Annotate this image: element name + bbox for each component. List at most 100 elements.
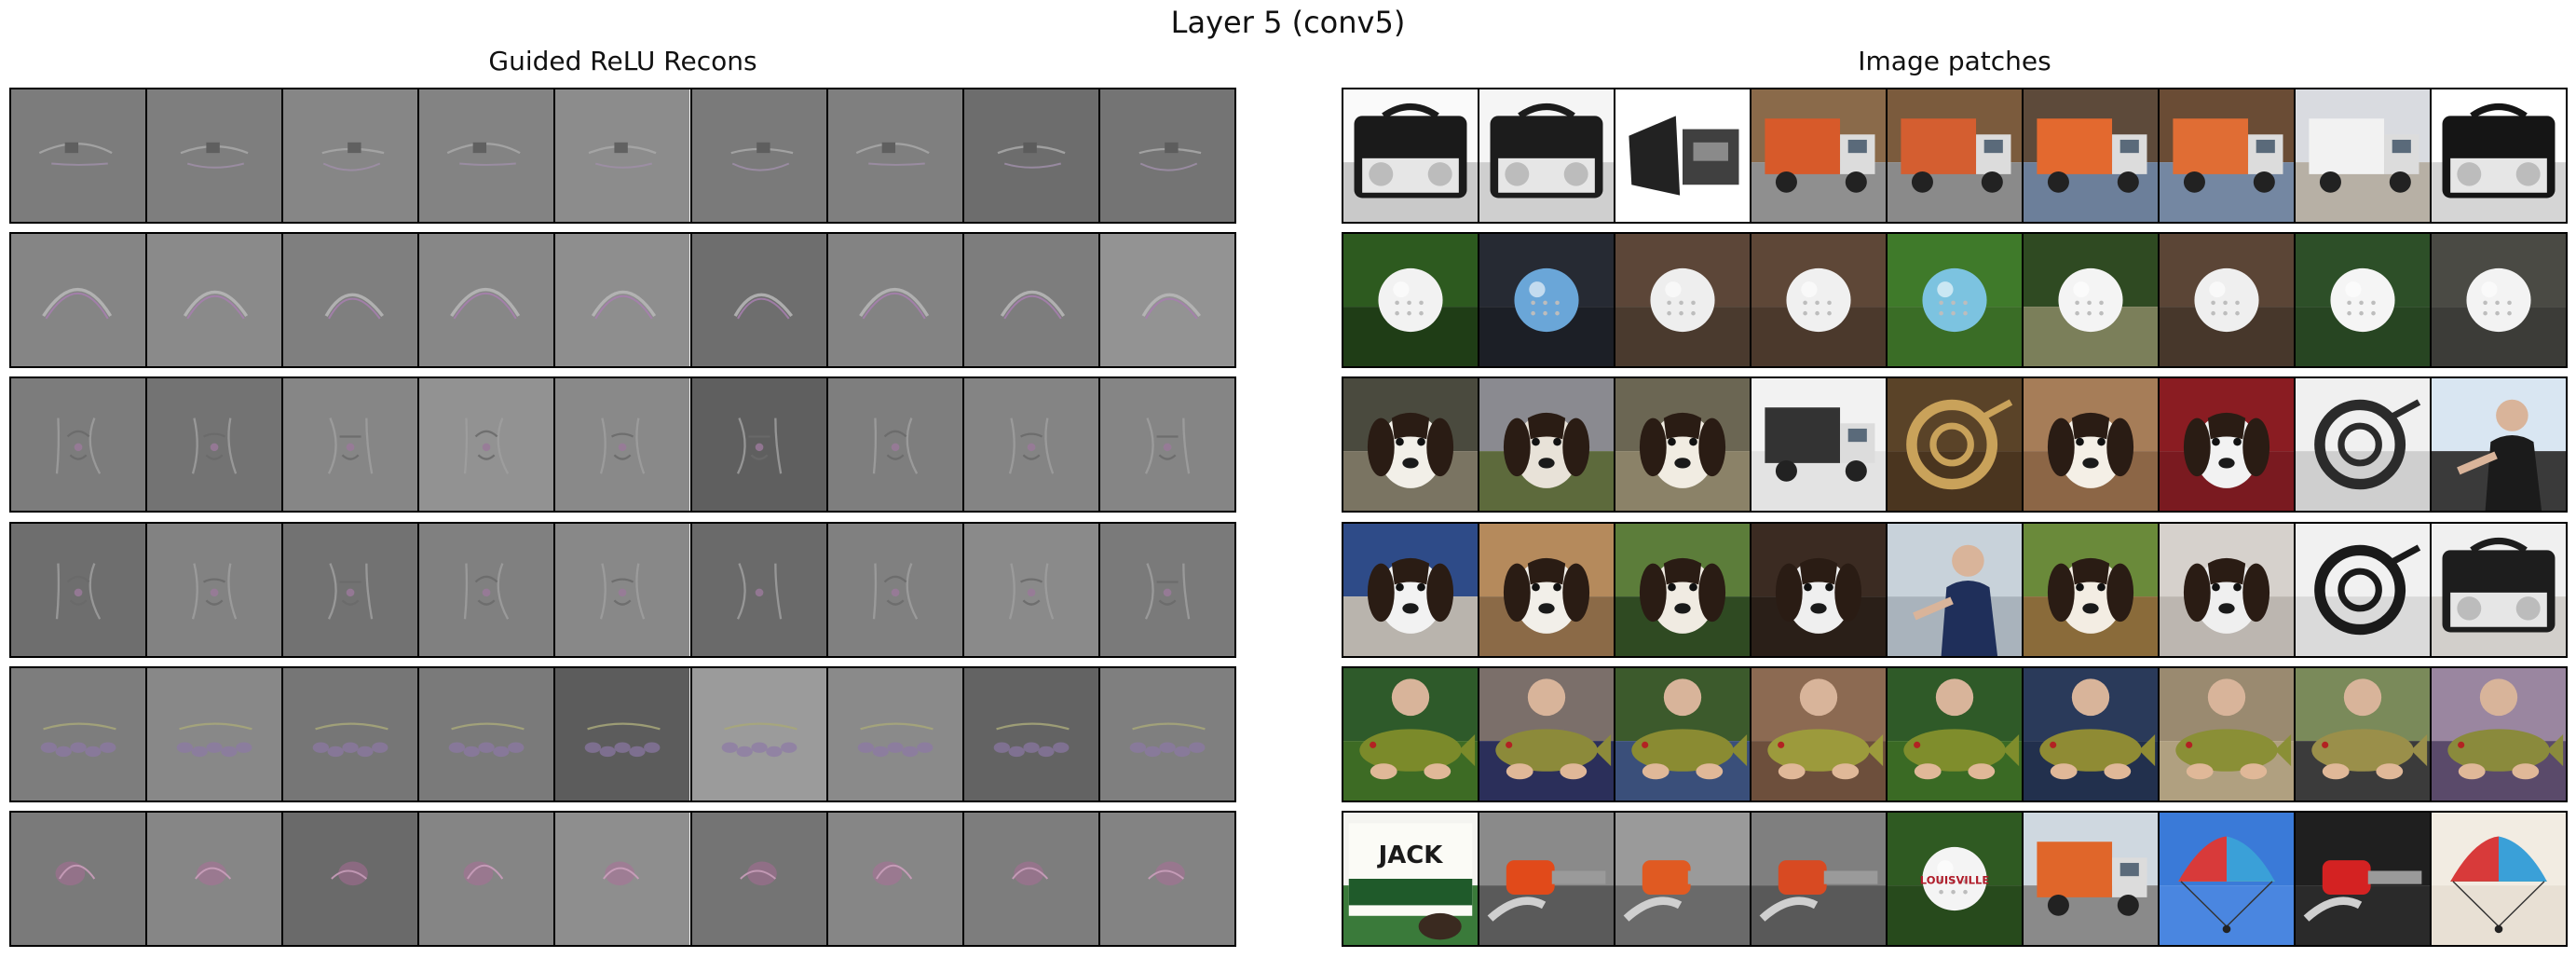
right-panel-title: Image patches (1858, 46, 2051, 76)
ball-icon (2432, 234, 2566, 366)
recon-tile (689, 234, 826, 366)
image-patch-tile (2294, 524, 2430, 656)
dog-icon (1343, 524, 1478, 656)
image-patch-tile (2158, 234, 2294, 366)
image-patch-tile (2430, 813, 2566, 945)
dog-icon (1615, 378, 1750, 511)
recon-tile (11, 668, 146, 801)
truck-icon (2024, 813, 2158, 945)
patch-text-label: JACK (1377, 842, 1444, 869)
recon-tile (1097, 524, 1234, 656)
recon-tile (689, 524, 826, 656)
fish-icon (2024, 668, 2158, 801)
recon-tile (1097, 234, 1234, 366)
image-patch-tile (1886, 378, 2022, 511)
recon-tile (961, 89, 1098, 222)
image-patch-tile (1750, 668, 1886, 801)
dog-icon (1343, 378, 1478, 511)
recon-tile (145, 378, 282, 511)
person-icon (2432, 378, 2566, 511)
fish-icon (1888, 668, 2022, 801)
recon-tile (1097, 89, 1234, 222)
image-patch-tile (2022, 89, 2158, 222)
boombox-icon (1479, 89, 1614, 222)
image-patch-tile (2022, 668, 2158, 801)
image-patch-tile (2022, 378, 2158, 511)
image-patch-tile (1478, 378, 1614, 511)
dog-icon (1479, 378, 1614, 511)
recon-tile (11, 524, 146, 656)
dog-icon (2024, 524, 2158, 656)
image-patch-tile (2294, 234, 2430, 366)
recon-tile (961, 668, 1098, 801)
recon-tile (417, 524, 554, 656)
recon-tile (689, 668, 826, 801)
image-patch-tile (1343, 524, 1478, 656)
recon-row (9, 376, 1236, 513)
image-patch-tile (1750, 813, 1886, 945)
recon-row (9, 88, 1236, 224)
fish-icon (1615, 668, 1750, 801)
recon-tile (145, 524, 282, 656)
figure-title: Layer 5 (conv5) (1170, 5, 1406, 40)
left-panel-title: Guided ReLU Recons (488, 46, 757, 76)
recon-tile (961, 524, 1098, 656)
image-patch-tile (2158, 668, 2294, 801)
image-patch-tile (1478, 813, 1614, 945)
image-patch-tile (1343, 378, 1478, 511)
recon-tile (553, 89, 690, 222)
image-patch-tile (1343, 668, 1478, 801)
image-patch-tile (1886, 668, 2022, 801)
ball-icon (1343, 234, 1478, 366)
image-patch-tile (2430, 234, 2566, 366)
horn-icon (2296, 524, 2430, 656)
image-patch-tile (1886, 89, 2022, 222)
image-patch-tile (1343, 89, 1478, 222)
ball-icon: LOUISVILLE (1888, 813, 2022, 945)
truck-icon (2296, 89, 2430, 222)
recon-tile (417, 378, 554, 511)
parachute-icon (2432, 813, 2566, 945)
horn-icon (1888, 378, 2022, 511)
sign-icon: JACK (1343, 813, 1478, 945)
recon-tile (1097, 813, 1234, 945)
chainsaw-icon (1479, 813, 1614, 945)
boombox-icon (2432, 89, 2566, 222)
recon-row (9, 522, 1236, 658)
image-patch-tile (2294, 668, 2430, 801)
ball-icon (2296, 234, 2430, 366)
fish-icon (2296, 668, 2430, 801)
recon-tile (281, 668, 418, 801)
recon-tile (825, 89, 962, 222)
dog-icon (2160, 524, 2294, 656)
fish-icon (1343, 668, 1478, 801)
ball-icon (1888, 234, 2022, 366)
recon-tile (1097, 378, 1234, 511)
image-patch-tile (2294, 378, 2430, 511)
recon-tile (825, 234, 962, 366)
image-patch-tile (2430, 524, 2566, 656)
image-patch-tile (1886, 234, 2022, 366)
recon-tile (825, 813, 962, 945)
chainsaw-icon (2296, 813, 2430, 945)
recon-row (9, 811, 1236, 947)
image-patch-tile (2294, 813, 2430, 945)
recon-tile (281, 89, 418, 222)
recon-tile (961, 234, 1098, 366)
dog-icon (1751, 524, 1886, 656)
patch-text-label: LOUISVILLE (1920, 874, 1989, 887)
image-patch-tile (2022, 524, 2158, 656)
image-patch-tile (1614, 813, 1750, 945)
boombox-icon (2432, 524, 2566, 656)
parachute-icon (2160, 813, 2294, 945)
recon-tile (553, 813, 690, 945)
image-patch-tile (1750, 234, 1886, 366)
image-patch-tile (2022, 234, 2158, 366)
image-patch-tile (2158, 524, 2294, 656)
image-patch-tile (1343, 234, 1478, 366)
recon-tile (11, 813, 146, 945)
patch-row (1342, 666, 2568, 802)
boombox-icon (1343, 89, 1478, 222)
recon-tile (553, 234, 690, 366)
image-patch-tile (1478, 89, 1614, 222)
